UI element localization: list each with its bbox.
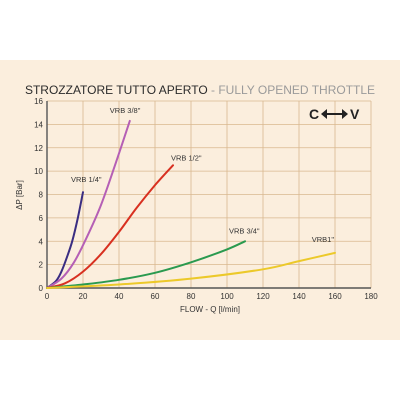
series — [46, 119, 336, 289]
x-tick-label: 20 — [79, 292, 88, 301]
y-tick-label: 12 — [34, 144, 43, 153]
y-tick-label: 16 — [34, 97, 43, 106]
x-tick-label: 0 — [45, 292, 50, 301]
direction-badge: C V — [309, 106, 360, 122]
chart-background — [0, 60, 400, 340]
x-tick-label: 100 — [220, 292, 234, 301]
x-tick-label: 140 — [292, 292, 306, 301]
chart-title: STROZZATORE TUTTO APERTO - FULLY OPENED … — [0, 83, 400, 97]
series-label: VRB 1/2" — [171, 153, 202, 162]
x-tick-label: 40 — [115, 292, 124, 301]
x-tick-label: 180 — [364, 292, 378, 301]
series-label: VRB 3/8" — [110, 106, 141, 115]
x-tick-label: 80 — [187, 292, 196, 301]
y-tick-label: 14 — [34, 120, 43, 129]
axes: 0 20 40 60 80 100 120 140 160 180 0 2 4 6 8 10 12 14 16 — [34, 97, 378, 301]
y-tick-label: 2 — [39, 261, 44, 270]
y-tick-label: 10 — [34, 167, 43, 176]
badge-c-label: C — [309, 106, 319, 122]
y-tick-label: 8 — [39, 191, 44, 200]
series-line — [46, 191, 84, 289]
y-tick-label: 6 — [39, 214, 44, 223]
series-label: VRB 1/4" — [71, 175, 102, 184]
y-tick-label: 0 — [39, 284, 44, 293]
x-tick-label: 160 — [328, 292, 342, 301]
title-separator: - — [207, 83, 219, 97]
series-label: VRB1" — [312, 235, 335, 244]
series-line — [46, 251, 336, 289]
x-tick-label: 60 — [151, 292, 160, 301]
double-arrow-icon — [321, 109, 348, 119]
series-line — [46, 164, 174, 289]
x-axis-label: FLOW - Q [l/min] — [180, 305, 240, 314]
badge-v-label: V — [350, 106, 360, 122]
title-italian: STROZZATORE TUTTO APERTO — [24, 83, 208, 97]
y-axis-label: ΔP [Bar] — [15, 180, 24, 210]
series-line — [46, 240, 246, 289]
series-labels: VRB 1/4" VRB 3/8" VRB 1/2" VRB 3/4" VRB1" — [71, 106, 334, 244]
y-tick-label: 4 — [39, 237, 44, 246]
series-label: VRB 3/4" — [229, 226, 260, 235]
title-english: FULLY OPENED THROTTLE — [218, 83, 376, 97]
series-line — [46, 119, 131, 289]
x-tick-label: 120 — [256, 292, 270, 301]
